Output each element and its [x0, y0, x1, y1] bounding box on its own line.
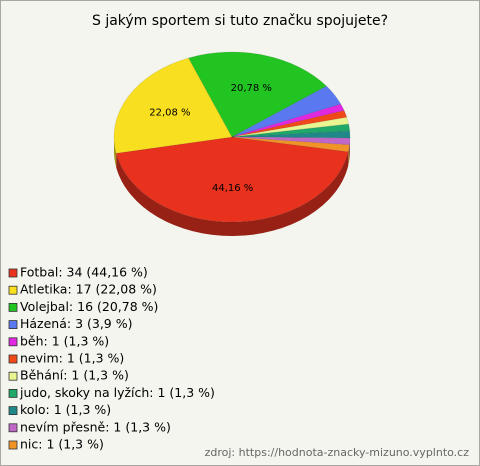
legend-swatch: [8, 354, 18, 364]
slice: [113, 57, 233, 154]
slice-side: [116, 151, 349, 236]
legend-label: běh: 1 (1,3 %): [20, 333, 109, 348]
legend-label: nic: 1 (1,3 %): [20, 437, 104, 452]
legend-label: judo, skoky na lyžích: 1 (1,3 %): [19, 385, 215, 400]
slice: [231, 103, 345, 138]
legend-label: Fotbal: 34 (44,16 %): [20, 265, 148, 280]
legend-swatch: [8, 337, 18, 347]
legend-swatch: [8, 371, 18, 381]
slice-side: [114, 137, 117, 168]
slice: [231, 123, 351, 138]
legend-label: nevim: 1 (1,3 %): [20, 351, 124, 366]
legend-swatch: [8, 268, 18, 278]
slice: [231, 116, 350, 138]
legend-label: Volejbal: 16 (20,78 %): [20, 299, 158, 314]
legend-swatch: [8, 406, 18, 416]
slice: [231, 130, 351, 139]
legend-swatch: [8, 285, 18, 295]
slice-side: [348, 144, 350, 166]
chart-title: S jakým sportem si tuto značku spojujete…: [92, 13, 388, 29]
slice: [231, 136, 351, 146]
slice: [231, 110, 348, 138]
legend-swatch: [8, 320, 18, 330]
value-label: 20,78 %: [231, 83, 272, 94]
legend-label: Atletika: 17 (22,08 %): [20, 282, 157, 297]
value-label: 22,08 %: [149, 108, 190, 119]
legend-swatch: [8, 440, 18, 450]
slice: [187, 51, 328, 138]
slice: [115, 136, 349, 223]
slice: [231, 136, 351, 153]
slice: [231, 85, 342, 138]
legend-label: nevím přesně: 1 (1,3 %): [20, 419, 171, 434]
legend-label: Házená: 3 (3,9 %): [20, 316, 133, 331]
legend-swatch: [8, 423, 18, 433]
slice-side: [349, 137, 350, 159]
legend-swatch: [8, 388, 18, 398]
legend-label: Běhání: 1 (1,3 %): [20, 368, 129, 383]
source: zdroj: https://hodnota-znacky-mizuno.vyp…: [205, 446, 470, 459]
value-label: 44,16 %: [212, 183, 253, 194]
legend-swatch: [8, 302, 18, 312]
legend-label: kolo: 1 (1,3 %): [20, 402, 111, 417]
